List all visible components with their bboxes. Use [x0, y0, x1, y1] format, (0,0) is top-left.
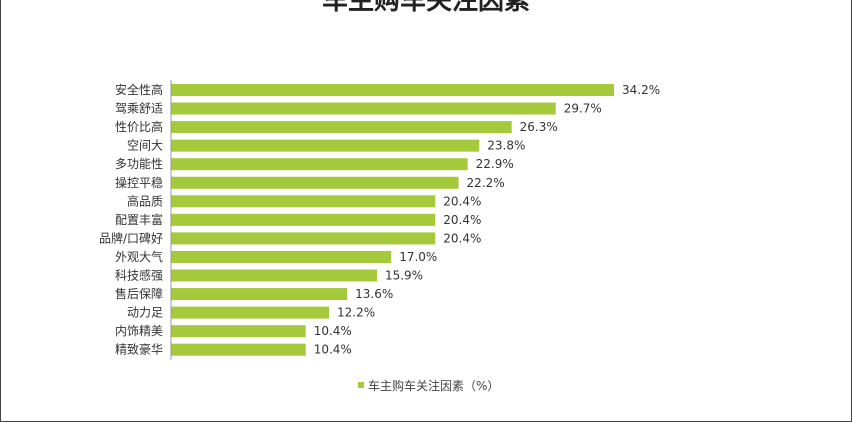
value-label-7: 20.4%	[443, 213, 481, 227]
category-label-5: 操控平稳	[115, 175, 163, 190]
bar-5	[171, 176, 459, 189]
value-label-11: 13.6%	[355, 287, 393, 301]
bar-6	[171, 195, 436, 208]
value-label-5: 22.2%	[467, 176, 505, 190]
category-label-8: 品牌/口碑好	[99, 230, 163, 245]
bar-10	[171, 269, 377, 282]
category-label-1: 驾乘舒适	[115, 102, 163, 116]
category-label-10: 科技感强	[115, 268, 163, 283]
bar-4	[171, 158, 468, 171]
chart-title: 车主购车关注因素	[321, 0, 530, 16]
category-label-2: 性价比高	[115, 119, 163, 134]
category-label-3: 空间大	[127, 139, 163, 153]
value-label-2: 26.3%	[520, 120, 558, 134]
bar-7	[171, 213, 436, 226]
bar-9	[171, 250, 392, 263]
category-label-14: 精致豪华	[115, 342, 163, 357]
bar-0	[171, 84, 614, 96]
bar-3	[171, 139, 480, 152]
category-label-9: 外观大气	[115, 249, 163, 264]
value-label-1: 29.7%	[564, 102, 602, 116]
value-label-13: 10.4%	[314, 324, 352, 338]
bar-11	[171, 288, 348, 301]
category-label-4: 多功能性	[115, 157, 163, 171]
category-label-7: 配置丰富	[115, 212, 163, 227]
legend: 车主购车关注因素（%）	[358, 378, 499, 393]
category-label-0: 安全性高	[115, 82, 163, 97]
bars-group: 安全性高 34.2% 驾乘舒适 29.7% 性价比高 26.3% 空间大 23.8% 多功能性 2…	[99, 82, 660, 357]
value-label-14: 10.4%	[314, 343, 352, 357]
value-label-10: 15.9%	[385, 269, 423, 283]
category-label-13: 内饰精美	[115, 324, 163, 338]
bar-14	[171, 343, 306, 356]
legend-swatch	[358, 382, 364, 388]
bar-8	[171, 232, 436, 245]
category-label-11: 售后保障	[115, 286, 163, 301]
value-label-12: 12.2%	[337, 306, 375, 320]
legend-label: 车主购车关注因素（%）	[368, 378, 499, 393]
bar-13	[171, 325, 306, 338]
value-label-6: 20.4%	[443, 194, 481, 208]
bar-1	[171, 102, 556, 115]
category-label-12: 动力足	[127, 306, 163, 320]
value-label-0: 34.2%	[622, 83, 660, 97]
value-label-8: 20.4%	[443, 231, 481, 245]
bar-12	[171, 306, 330, 319]
bar-2	[171, 121, 512, 134]
value-label-3: 23.8%	[487, 139, 525, 153]
value-label-4: 22.9%	[476, 157, 514, 171]
value-label-9: 17.0%	[399, 250, 437, 264]
category-label-6: 高品质	[127, 193, 163, 208]
